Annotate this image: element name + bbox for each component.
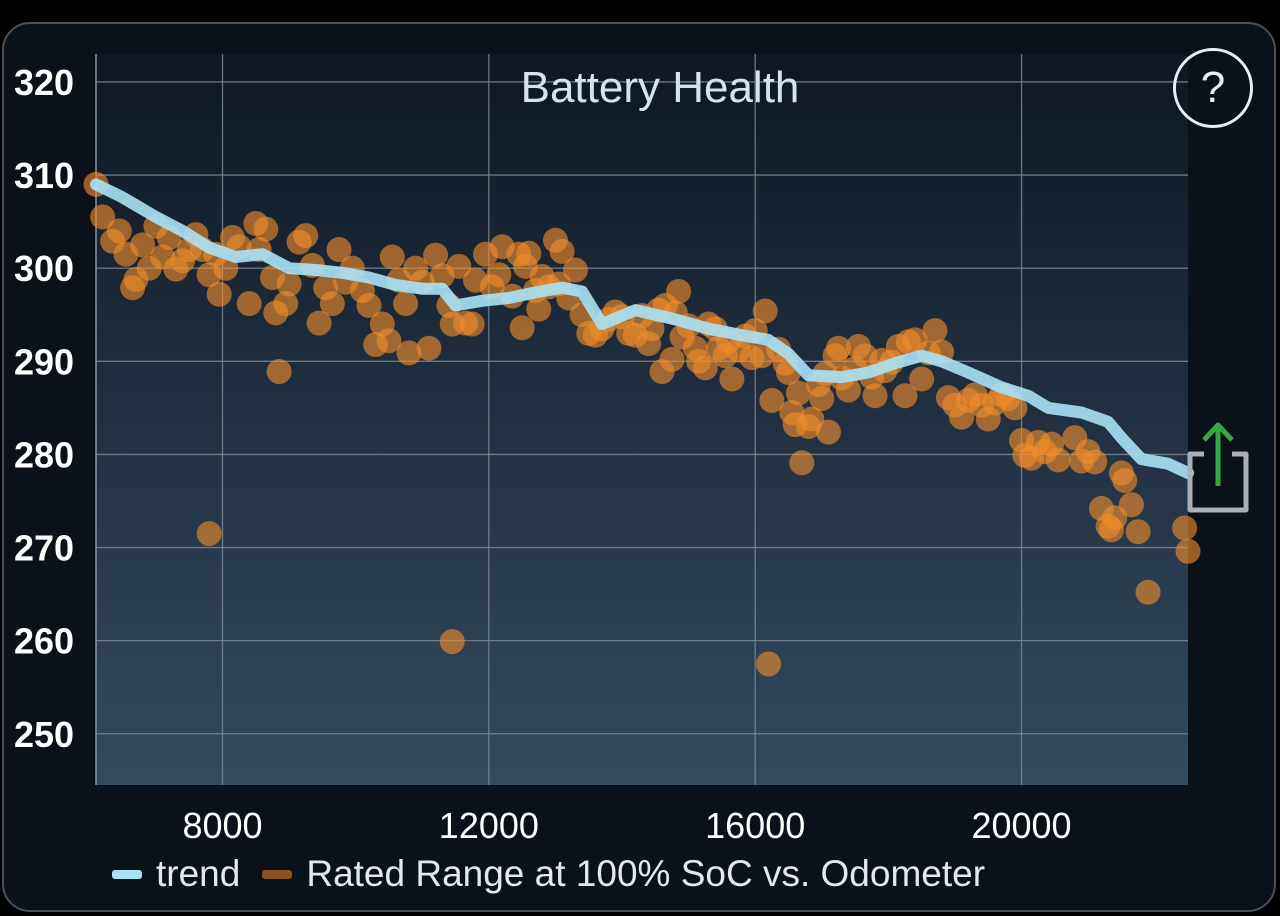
share-icon	[1187, 422, 1249, 513]
data-point	[692, 355, 718, 381]
data-point	[835, 377, 861, 403]
data-point	[396, 340, 422, 366]
trend-line-path	[90, 178, 1194, 479]
data-point	[196, 521, 222, 547]
data-point	[825, 335, 851, 361]
y-tick-label: 300	[14, 248, 74, 289]
data-point	[1002, 395, 1028, 421]
data-point	[356, 292, 382, 318]
data-point	[659, 346, 685, 372]
data-point	[862, 383, 888, 409]
data-point	[393, 291, 419, 317]
data-point	[206, 281, 232, 307]
y-tick-label: 310	[14, 155, 74, 196]
data-point	[562, 257, 588, 283]
y-tick-label: 250	[14, 714, 74, 755]
data-point	[1135, 579, 1161, 605]
help-icon: ?	[1200, 63, 1226, 112]
data-point	[759, 387, 785, 413]
data-point	[416, 335, 442, 361]
data-point	[306, 310, 332, 336]
legend-item-trend: trend	[112, 853, 240, 895]
data-point	[815, 419, 841, 445]
data-point	[892, 383, 918, 409]
data-point	[273, 291, 299, 317]
y-tick-label: 270	[14, 528, 74, 569]
x-axis: 8000 12000 16000 20000	[182, 805, 1071, 846]
data-point	[526, 296, 552, 322]
data-point	[439, 629, 465, 655]
legend-label-rated-range: Rated Range at 100% SoC vs. Odometer	[306, 853, 986, 894]
data-point	[719, 366, 745, 392]
data-point	[253, 216, 279, 242]
data-point	[666, 278, 692, 304]
y-tick-label: 290	[14, 341, 74, 382]
y-tick-label: 260	[14, 621, 74, 662]
y-axis: 250 260 270 280 290 300 310 320	[14, 62, 74, 755]
chart-title: Battery Health	[521, 63, 800, 112]
data-point	[1118, 492, 1144, 518]
data-point	[266, 359, 292, 385]
data-point	[509, 315, 535, 341]
x-tick-label: 12000	[439, 805, 539, 846]
data-point	[293, 223, 319, 249]
data-point	[1125, 519, 1151, 545]
x-tick-label: 20000	[971, 805, 1071, 846]
data-point	[423, 242, 449, 268]
data-point	[549, 238, 575, 264]
plot-area	[96, 54, 1188, 785]
data-point	[1045, 447, 1071, 473]
data-point	[130, 232, 156, 258]
data-point	[1082, 449, 1108, 475]
data-point	[376, 328, 402, 354]
data-point	[486, 262, 512, 288]
data-point	[752, 298, 778, 324]
legend-label-trend: trend	[156, 853, 241, 894]
share-button[interactable]	[1182, 420, 1252, 516]
x-tick-label: 8000	[182, 805, 262, 846]
trend-line	[90, 178, 1194, 479]
legend: trend Rated Range at 100% SoC vs. Odomet…	[112, 852, 1007, 896]
legend-item-rated-range: Rated Range at 100% SoC vs. Odometer	[262, 853, 985, 895]
data-point	[319, 291, 345, 317]
data-point	[1172, 515, 1198, 541]
y-tick-label: 320	[14, 62, 74, 103]
data-point	[446, 253, 472, 279]
data-point	[106, 218, 132, 244]
data-point	[459, 311, 485, 337]
x-tick-label: 16000	[705, 805, 805, 846]
data-point	[326, 237, 352, 263]
data-point	[236, 291, 262, 317]
data-point	[379, 244, 405, 270]
trend-swatch	[112, 869, 142, 879]
data-point	[1175, 538, 1201, 564]
data-point	[756, 651, 782, 677]
data-point	[909, 366, 935, 392]
data-point	[789, 450, 815, 476]
data-point	[90, 204, 116, 230]
data-point	[1112, 467, 1138, 493]
data-point	[922, 318, 948, 344]
data-point	[276, 271, 302, 297]
rated-range-swatch	[262, 869, 293, 879]
data-point	[809, 386, 835, 412]
data-point	[516, 240, 542, 266]
data-point	[785, 380, 811, 406]
y-tick-label: 280	[14, 434, 74, 475]
help-button[interactable]: ?	[1173, 48, 1253, 128]
